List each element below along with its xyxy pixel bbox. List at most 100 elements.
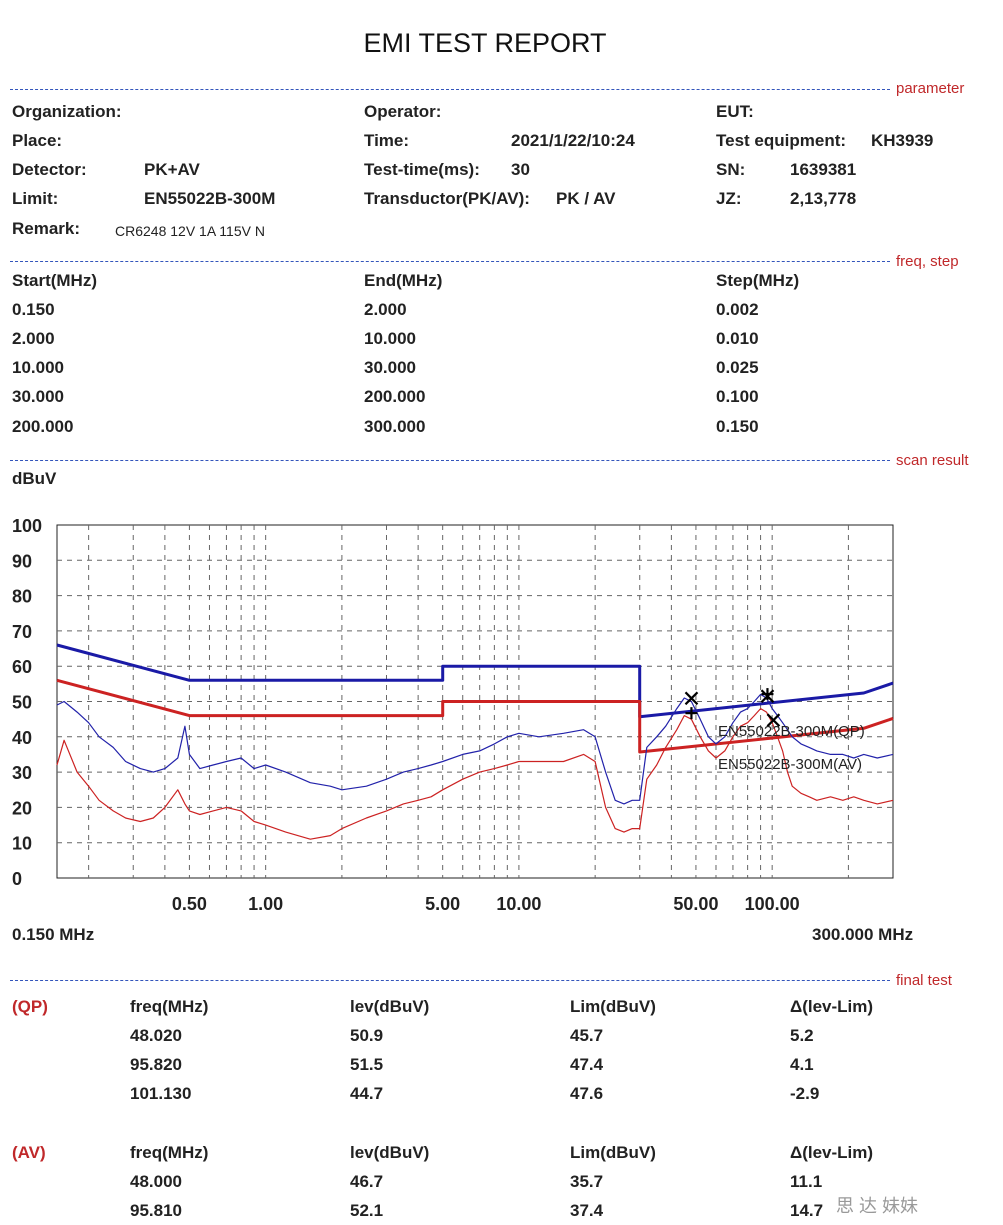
final-header-freq: freq(MHz) [130, 1143, 209, 1162]
freq-header-step: Step(MHz) [716, 271, 800, 290]
qp-limit-line [56, 643, 894, 719]
freq-cell: 0.002 [716, 300, 759, 319]
final-cell: 47.4 [570, 1055, 604, 1074]
x-tick-label: 10.00 [496, 894, 541, 914]
sn-label: SN: [716, 160, 746, 179]
scan-result-section-label: scan result [896, 452, 969, 469]
detector-value: PK+AV [144, 160, 200, 179]
place-label: Place: [12, 131, 63, 150]
jz-value: 2,13,778 [790, 189, 857, 208]
parameter-separator [10, 89, 890, 90]
watermark: 思 达 妹妹 [836, 1196, 919, 1216]
marker-stroke [684, 691, 699, 706]
final-cell: 101.130 [130, 1084, 192, 1103]
report-title: EMI TEST REPORT [363, 28, 607, 58]
y-tick-label: 20 [12, 798, 32, 818]
freq-cell: 10.000 [12, 358, 64, 377]
y-axis-unit-label: dBuV [12, 469, 57, 488]
final-header-lim: Lim(dBuV) [570, 1143, 656, 1162]
average-trace [56, 708, 894, 840]
av-limit-annotation: EN55022B-300M(AV) [718, 756, 862, 773]
marker-stroke [766, 713, 781, 727]
freq-step-section-label: freq, step [896, 253, 959, 270]
freq-cell: 0.100 [716, 387, 759, 406]
parameter-section-label: parameter [896, 80, 965, 97]
final-cell: 5.2 [790, 1026, 814, 1045]
detector-label: Detector: [12, 160, 87, 179]
x-tick-labels: 0.50 1.00 5.00 10.00 50.00 100.00 [172, 894, 800, 914]
scan-result-separator [10, 460, 890, 461]
final-cell: 51.5 [350, 1055, 384, 1074]
final-cell: 14.7 [790, 1201, 824, 1220]
y-tick-label: 60 [12, 657, 32, 677]
freq-cell: 0.025 [716, 358, 759, 377]
qp-label: (QP) [12, 997, 48, 1016]
av-label: (AV) [12, 1143, 46, 1162]
y-tick-label: 0 [12, 869, 22, 889]
qp-peak-marker [766, 713, 781, 727]
final-cell: 95.810 [130, 1201, 182, 1220]
x-tick-label: 5.00 [425, 894, 460, 914]
y-tick-label: 100 [12, 516, 42, 536]
freq-header-end: End(MHz) [364, 271, 443, 290]
final-cell: 37.4 [570, 1201, 604, 1220]
time-label: Time: [364, 131, 410, 150]
final-header-delta: Δ(lev-Lim) [790, 1143, 874, 1162]
freq-header-start: Start(MHz) [12, 271, 97, 290]
grid [57, 525, 893, 878]
freq-cell: 2.000 [364, 300, 407, 319]
transductor-label: Transductor(PK/AV): [364, 189, 530, 208]
final-cell: 52.1 [350, 1201, 384, 1220]
final-cell: 35.7 [570, 1172, 604, 1191]
av-limit-line [56, 678, 894, 754]
x-tick-label: 100.00 [745, 894, 800, 914]
final-cell: 48.020 [130, 1026, 182, 1045]
final-cell: 46.7 [350, 1172, 384, 1191]
limit-value: EN55022B-300M [144, 189, 276, 208]
test-time-label: Test-time(ms): [364, 160, 480, 179]
final-test-section-label: final test [896, 972, 952, 989]
av-peak-marker [685, 707, 698, 720]
test-equipment-label: Test equipment: [716, 131, 847, 150]
jz-label: JZ: [716, 189, 742, 208]
y-tick-label: 70 [12, 622, 32, 642]
test-equipment-value: KH3939 [871, 131, 934, 150]
final-test-separator [10, 980, 890, 981]
freq-cell: 300.000 [364, 417, 426, 436]
final-header-delta: Δ(lev-Lim) [790, 997, 874, 1016]
freq-step-separator [10, 261, 890, 262]
x-tick-label: 1.00 [248, 894, 283, 914]
final-cell: 95.820 [130, 1055, 182, 1074]
final-cell: 47.6 [570, 1084, 604, 1103]
final-cell: 48.000 [130, 1172, 182, 1191]
freq-cell: 200.000 [364, 387, 426, 406]
final-header-lev: lev(dBuV) [350, 1143, 430, 1162]
sn-value: 1639381 [790, 160, 857, 179]
freq-cell: 2.000 [12, 329, 55, 348]
freq-cell: 30.000 [364, 358, 416, 377]
y-tick-label: 30 [12, 763, 32, 783]
time-value: 2021/1/22/10:24 [511, 131, 635, 150]
x-tick-label: 0.50 [172, 894, 207, 914]
transductor-value: PK / AV [556, 189, 616, 208]
final-cell: 45.7 [570, 1026, 604, 1045]
final-cell: 4.1 [790, 1055, 814, 1074]
x-tick-label: 50.00 [673, 894, 718, 914]
freq-cell: 0.010 [716, 329, 759, 348]
limit-label: Limit: [12, 189, 59, 208]
final-header-lev: lev(dBuV) [350, 997, 430, 1016]
freq-cell: 0.150 [716, 417, 759, 436]
av-peak-marker [761, 688, 774, 701]
final-cell: 11.1 [790, 1172, 823, 1191]
x-start-label: 0.150 MHz [12, 925, 95, 944]
final-header-freq: freq(MHz) [130, 997, 209, 1016]
organization-label: Organization: [12, 102, 122, 121]
x-end-label: 300.000 MHz [812, 925, 914, 944]
y-tick-label: 50 [12, 693, 32, 713]
final-cell: 44.7 [350, 1084, 384, 1103]
qp-peak-marker [684, 691, 699, 706]
eut-label: EUT: [716, 102, 754, 121]
test-time-value: 30 [511, 160, 530, 179]
remark-label: Remark: [12, 219, 81, 238]
